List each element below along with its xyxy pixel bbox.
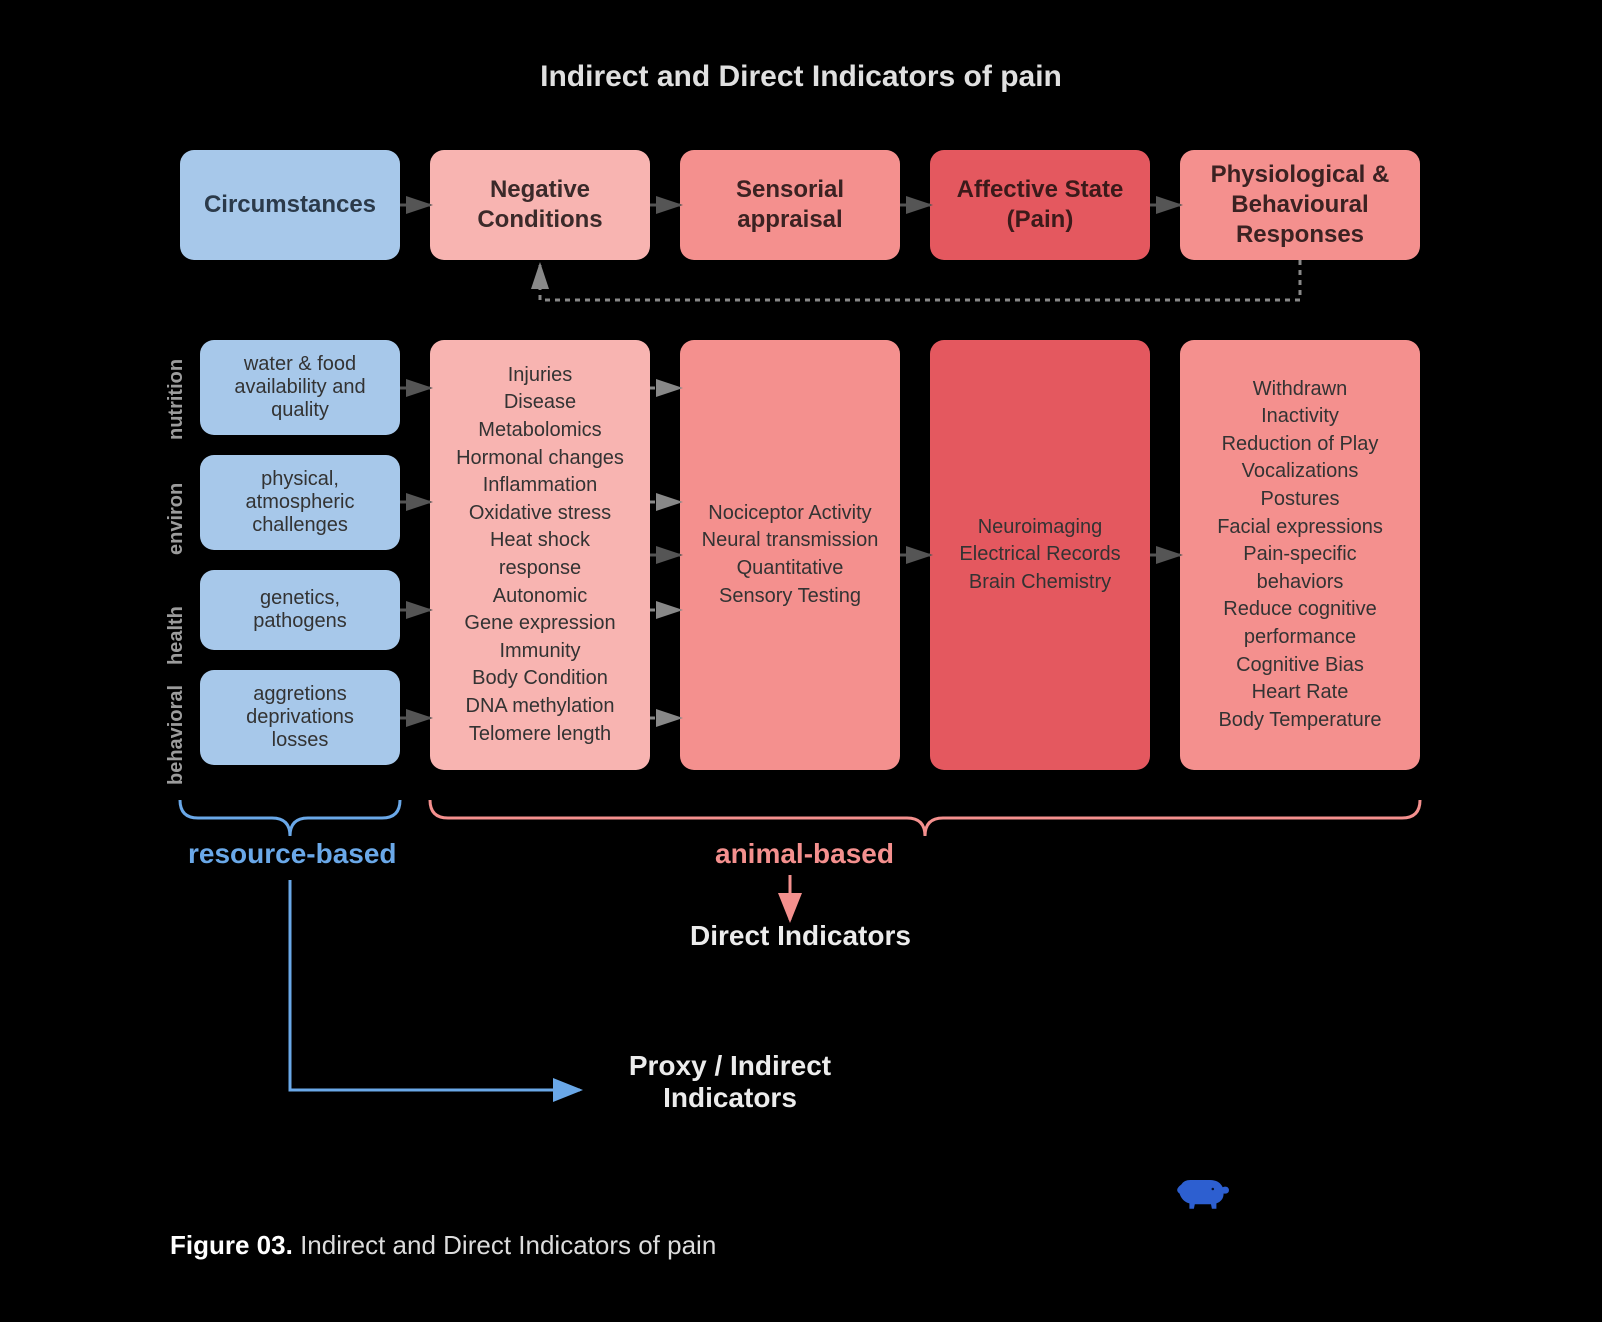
brace-label-animal: animal-based [715, 838, 894, 870]
brace-label-resource: resource-based [188, 838, 397, 870]
diagram-stage: Indirect and Direct Indicators of pain C… [0, 0, 1602, 1322]
circumstance-nutrition: water & food availability and quality [200, 340, 400, 435]
header-circumstances: Circumstances [180, 150, 400, 260]
column-responses: WithdrawnInactivityReduction of PlayVoca… [1180, 340, 1420, 770]
header-sensorial: Sensorial appraisal [680, 150, 900, 260]
column-neg_cond: InjuriesDiseaseMetabolomicsHormonal chan… [430, 340, 650, 770]
header-responses: Physiological & Behavioural Responses [1180, 150, 1420, 260]
category-label-environ: environ [165, 483, 188, 555]
header-affective: Affective State (Pain) [930, 150, 1150, 260]
category-label-health: health [165, 606, 188, 665]
diagram-title: Indirect and Direct Indicators of pain [0, 60, 1602, 94]
circumstance-environ: physical, atmospheric challenges [200, 455, 400, 550]
column-affective: NeuroimagingElectrical RecordsBrain Chem… [930, 340, 1150, 770]
figure-caption: Figure 03. Indirect and Direct Indicator… [170, 1230, 716, 1261]
category-label-nutrition: nutrition [165, 359, 188, 440]
label-proxy-indicators: Proxy / Indirect Indicators [600, 1050, 860, 1114]
pig-icon [1177, 1180, 1229, 1209]
header-neg_cond: Negative Conditions [430, 150, 650, 260]
circumstance-health: genetics, pathogens [200, 570, 400, 650]
category-label-behavioral: behavioral [165, 685, 188, 785]
column-sensorial: Nociceptor ActivityNeural transmissionQu… [680, 340, 900, 770]
label-direct-indicators: Direct Indicators [690, 920, 911, 952]
circumstance-behavioral: aggretions deprivations losses [200, 670, 400, 765]
